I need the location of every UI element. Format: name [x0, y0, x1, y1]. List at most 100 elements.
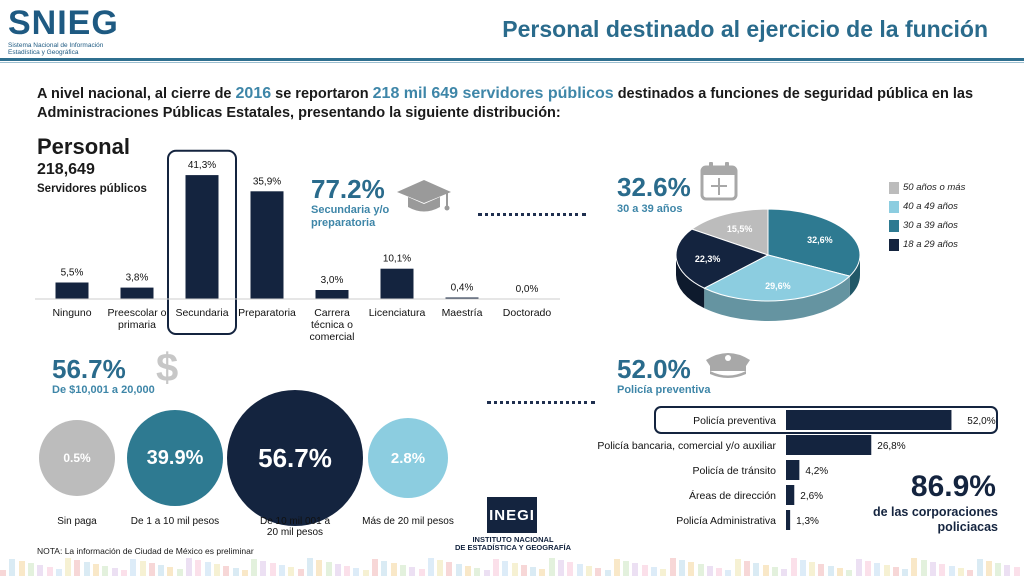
mosaic-tile	[520, 565, 527, 576]
corp-data-label: 4,2%	[805, 466, 828, 477]
edu-category-label: Preescolar o primaria	[108, 307, 167, 331]
mosaic-tile	[46, 567, 53, 576]
salary-dotted-connector	[487, 401, 595, 404]
age-legend-swatch	[889, 181, 899, 194]
mosaic-tile	[344, 566, 351, 576]
inegi-name: INSTITUTO NACIONAL DE ESTADÍSTICA Y GEOG…	[448, 536, 578, 552]
mosaic-tile	[381, 561, 388, 576]
snieg-logo: SNIEG	[8, 4, 119, 42]
mosaic-tile	[855, 559, 862, 576]
education-bar-chart: 5,5% Ninguno 3,8% Preescolar o primaria 41,3%…	[35, 149, 560, 343]
edu-bar	[445, 297, 479, 299]
edu-category-label: Carrera técnica o comercial	[310, 307, 355, 343]
footer-mosaic	[0, 556, 1024, 576]
mosaic-tile	[595, 568, 602, 576]
corp-label-bg	[953, 409, 1009, 431]
age-legend-item: 40 a 49 años	[889, 197, 999, 216]
mosaic-tile	[9, 559, 16, 576]
mosaic-tile	[334, 564, 341, 576]
mosaic-tile	[483, 570, 490, 576]
corp-category-label: Policía preventiva	[693, 415, 776, 427]
mosaic-tile	[948, 566, 955, 576]
intro-part3: destinados a funciones de seguridad públ…	[37, 86, 974, 121]
salary-category-label: De 1 a 10 mil pesos	[130, 516, 220, 527]
age-legend-label: 40 a 49 años	[903, 201, 958, 212]
salary-circle: 2.8%	[368, 418, 448, 498]
mosaic-tile	[902, 569, 909, 576]
mosaic-tile	[623, 561, 630, 576]
corp-category-label: Policía bancaria, comercial y/o auxiliar	[597, 440, 776, 452]
intro-total: 218 mil 649 servidores públicos	[372, 85, 614, 102]
mosaic-tile	[120, 570, 127, 576]
age-legend: 50 años o más 40 a 49 años 30 a 39 años 18 …	[889, 178, 999, 254]
edu-bar	[380, 268, 414, 299]
salary-highlight-value: 56.7%	[52, 354, 126, 384]
edu-data-label: 5,5%	[61, 268, 84, 279]
edu-category-label: Doctorado	[503, 307, 552, 319]
mosaic-tile	[306, 558, 313, 576]
dollar-icon: $	[156, 346, 179, 390]
edu-bar	[185, 175, 219, 299]
mosaic-tile	[251, 559, 258, 576]
corp-bar	[786, 485, 795, 505]
mosaic-tile	[83, 562, 90, 576]
edu-data-label: 10,1%	[383, 254, 411, 265]
corp-bar	[786, 460, 800, 480]
edu-category-label: Preparatoria	[238, 307, 296, 319]
education-highlight-caption: Secundaria y/o preparatoria	[311, 204, 390, 229]
mosaic-tile	[372, 559, 378, 576]
age-highlight-caption: 30 a 39 años	[617, 203, 683, 215]
intro-part2: se reportaron	[271, 86, 373, 102]
mosaic-tile	[864, 561, 871, 576]
age-highlight-value: 32.6%	[617, 172, 691, 202]
age-legend-item: 18 a 29 años	[889, 235, 999, 254]
mosaic-tile	[930, 562, 936, 576]
mosaic-tile	[734, 559, 741, 576]
mosaic-tile	[139, 561, 146, 576]
inegi-name-line2: DE ESTADÍSTICA Y GEOGRAFÍA	[455, 543, 571, 552]
salary-circle: 0.5%	[39, 420, 115, 496]
header-rule	[0, 58, 1024, 61]
mosaic-tile	[604, 570, 611, 576]
mosaic-tile	[585, 566, 592, 576]
mosaic-tile	[176, 569, 183, 576]
mosaic-tile	[130, 559, 137, 576]
corporation-bar-chart: Policía preventiva 52,0% Policía bancaria,…	[597, 406, 1009, 530]
mosaic-tile	[539, 569, 546, 576]
age-legend-item: 50 años o más	[889, 178, 999, 197]
corp-highlight-value: 52.0%	[617, 354, 691, 384]
mosaic-tile	[613, 559, 620, 576]
edu-category-label: Secundaria	[175, 307, 228, 319]
intro-year: 2016	[235, 85, 272, 102]
mosaic-tile	[688, 562, 695, 576]
mosaic-tile	[827, 566, 834, 576]
mosaic-tile	[502, 561, 509, 576]
age-pie-side	[849, 255, 860, 297]
edu-category-label: Ninguno	[52, 307, 91, 319]
mosaic-tile	[492, 559, 499, 576]
personal-caption: Servidores públicos	[37, 183, 147, 195]
mosaic-tile	[967, 570, 974, 576]
page-title: Personal destinado al ejercicio de la fu…	[502, 16, 988, 42]
mosaic-tile	[809, 562, 816, 576]
corp-bar	[786, 510, 791, 530]
mosaic-tile	[195, 560, 202, 576]
mosaic-tile	[1013, 567, 1020, 576]
mosaic-tile	[781, 569, 788, 576]
mosaic-tile	[55, 569, 62, 576]
footnote: NOTA: La información de Ciudad de México…	[37, 546, 254, 556]
edu-highlight-box	[167, 149, 237, 335]
edu-data-label: 3,8%	[126, 273, 149, 284]
mosaic-tile	[204, 562, 211, 576]
corp-total-caption: de las corporaciones policiacas	[872, 505, 998, 534]
education-highlight-value: 77.2%	[311, 174, 385, 204]
education-dotted-connector	[478, 213, 586, 216]
corp-category-label: Policía de tránsito	[693, 465, 777, 477]
intro-text: A nivel nacional, al cierre de 2016 se r…	[37, 84, 997, 123]
edu-bar	[315, 290, 349, 299]
corp-data-label: 52,0%	[967, 416, 995, 427]
age-legend-swatch	[889, 219, 899, 232]
age-pie-slice	[703, 254, 851, 302]
mosaic-tile	[18, 561, 25, 576]
edu-data-label: 41,3%	[188, 160, 216, 171]
